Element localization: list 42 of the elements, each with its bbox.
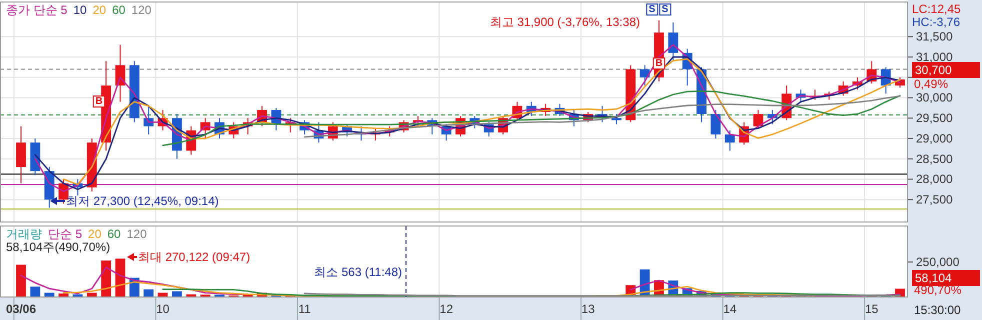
text: 20 xyxy=(92,3,106,17)
annotation: 최고 31,900 (-3,76%, 13:38) xyxy=(490,15,640,29)
text: 30,700 xyxy=(915,63,952,77)
text: 단순 5 xyxy=(48,227,82,241)
annotation: 최소 563 (11:48) xyxy=(314,265,402,279)
y-tick-label: 30,000 xyxy=(916,90,954,105)
annotation: B xyxy=(95,96,103,107)
legend-title: 거래량 xyxy=(6,227,42,241)
text: 15:30:00 xyxy=(914,303,962,317)
annotation: S xyxy=(662,4,669,15)
x-tick-label: 11 xyxy=(298,302,312,316)
text: 58,104 xyxy=(915,271,952,285)
y-tick-label: 28,000 xyxy=(916,172,954,186)
text: 10 xyxy=(73,3,88,17)
text: 종가 단순 5 xyxy=(6,3,68,17)
text: 60 xyxy=(112,3,126,17)
text: HC:-3,76 xyxy=(912,15,960,29)
text: 250,000 xyxy=(916,255,960,269)
x-tick-label: 14 xyxy=(723,302,737,316)
annotation: B xyxy=(655,58,663,69)
x-tick-label: 03/06 xyxy=(6,302,36,316)
x-tick-label: 12 xyxy=(440,302,454,316)
y-tick-label: 29,500 xyxy=(916,111,954,126)
x-tick-label: 13 xyxy=(581,302,596,316)
y-tick-label: 31,000 xyxy=(916,50,954,64)
text: 120 xyxy=(131,3,152,17)
y-tick-label: 29,000 xyxy=(916,131,954,146)
text: 20 xyxy=(88,227,102,241)
y-tick-label: 31,500 xyxy=(916,30,954,44)
text: 58,104주(490,70%) xyxy=(6,240,110,254)
text: 120 xyxy=(126,227,148,241)
text: LC:12,45 xyxy=(912,2,962,16)
annotation: 최저 27,300 (12,45%, 09:14) xyxy=(66,194,219,208)
text: 60 xyxy=(107,227,122,241)
x-tick-label: 10 xyxy=(156,302,170,316)
annotation: S xyxy=(648,4,656,15)
y-tick-label: 27,500 xyxy=(916,192,954,207)
text: 0,49% xyxy=(914,77,948,91)
y-tick-label: 28,500 xyxy=(916,152,954,166)
annotation: 최대 270,122 (09:47) xyxy=(138,250,250,264)
x-tick-label: 15 xyxy=(864,302,879,316)
text: 490,70% xyxy=(914,283,962,297)
